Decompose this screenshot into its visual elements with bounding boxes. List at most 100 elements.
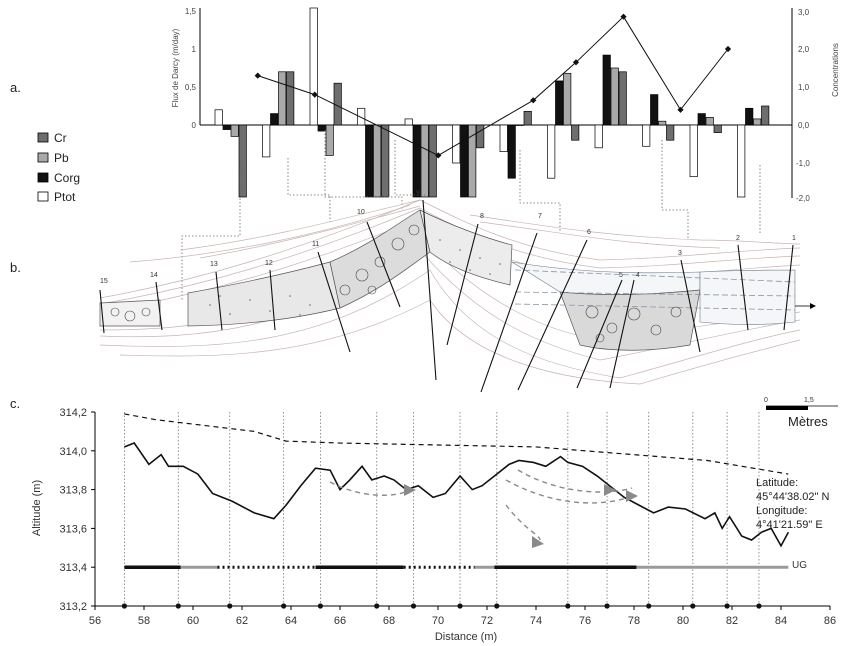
latitude-value: 45°44'38.02" N [756,491,829,503]
legend-swatch-cr [37,132,49,143]
panel-a-y2tick-m1: -1,0 [796,159,810,168]
bar-cr-group-5 [428,124,437,198]
bar-pb-group-9 [610,67,619,126]
bar-cr-group-1 [238,124,247,198]
section-number: 11 [312,241,319,248]
bar-pb-group-6 [468,124,477,198]
bar-pb-group-4 [373,124,382,198]
panel-a-ytick-0: 0 [192,121,197,130]
sample-point-12 [646,603,652,609]
y-tick-label: 314,0 [59,446,87,458]
bar-cr-group-10 [666,124,675,141]
x-tick-label: 74 [530,615,542,627]
sample-point-14 [724,603,730,609]
sample-point-11 [604,603,610,609]
section-number: 6 [587,229,591,236]
panel-a-ytick-0-5: 0,5 [185,83,197,92]
bar-pb-group-10 [658,120,667,126]
bar-cr-group-9 [618,71,627,126]
sample-point-7 [410,603,417,609]
panel-a-y2tick-1: 1,0 [798,83,810,92]
sample-point-8 [457,603,463,609]
latitude-label: Latitude: [756,477,798,489]
legend-label-cr: Cr [54,131,67,145]
bar-ptot-group-4 [357,107,366,126]
panel-c-xlabel: Distance (m) [435,631,497,643]
bar-pb-group-12 [753,118,762,126]
panel-a-y2tick-2: 2,0 [798,45,810,54]
panel-a-chart: 1,5 1 0,5 0 3,0 2,0 1,0 0,0 -1,0 -2,0 Fl… [171,7,840,203]
legend-swatch-ptot [37,191,49,202]
bar-corg-group-6 [460,124,469,198]
section-number: 9 [416,190,420,197]
x-tick-label: 78 [628,615,640,627]
sample-point-9 [494,603,500,609]
x-tick-label: 58 [138,615,150,627]
panel-label-c: c. [10,396,20,411]
bar-pb-group-5 [420,124,429,198]
bar-ptot-group-11 [689,124,698,178]
bar-ptot-group-3 [309,7,318,126]
cross-section: 15 14 13 12 11 10 9 8 7 6 5 4 3 2 1 [99,190,816,393]
bar-ptot-group-7 [499,124,508,152]
water-surface-line [124,413,789,475]
section-number: 4 [636,272,640,279]
sample-point-6 [374,603,380,609]
coordinates: Latitude: 45°44'38.02" N Longitude: 4°41… [756,477,829,531]
panel-a-y2label: Concentrations [831,43,840,97]
section-number: 15 [100,278,108,285]
longitude-value: 4°41'21.59" E [756,519,823,531]
sample-point-15 [756,603,762,609]
bar-ptot-group-12 [737,124,746,198]
x-tick-label: 80 [677,615,689,627]
bar-cr-group-6 [476,124,485,149]
panel-a-ytick-1-5: 1,5 [185,7,197,16]
section-number: 5 [619,272,623,279]
panel-c-chart: 314,2 314,0 313,8 313,6 313,4 313,2 56 58 60 62 6… [31,407,836,643]
bar-pb-group-1 [230,124,239,137]
section-number: 1 [792,235,796,242]
bar-corg-group-8 [555,80,564,126]
bar-cr-group-8 [571,124,580,141]
panel-a-bars [214,7,770,198]
bar-corg-group-12 [745,107,754,126]
y-tick-label: 314,2 [59,407,87,419]
bar-ptot-group-1 [214,109,223,126]
section-number: 7 [538,213,542,220]
scale-bar: 0 1,5 Mètres [764,397,838,429]
panel-c-ylabel: Altitude (m) [31,480,43,536]
darcy-flux-point-1 [254,72,261,79]
section-number: 14 [150,272,158,279]
legend-swatch-corg [37,172,49,183]
bar-corg-group-9 [602,54,611,126]
panel-label-a: a. [10,80,21,95]
longitude-label: Longitude: [756,505,807,517]
x-tick-label: 72 [481,615,493,627]
x-tick-label: 86 [824,615,836,627]
section-number: 12 [265,260,273,267]
scale-label: Mètres [788,414,828,429]
bar-ptot-group-2 [262,124,271,158]
y-tick-label: 313,8 [59,485,87,497]
bar-corg-group-7 [507,124,516,179]
bar-cr-group-2 [286,71,295,126]
panel-a-y2tick-m2: -2,0 [796,194,810,203]
legend-label-pb: Pb [54,151,69,165]
bar-corg-group-4 [365,124,374,198]
y-tick-label: 313,4 [59,562,87,574]
panel-a-ytick-1: 1 [192,45,197,54]
section-number: 8 [480,213,484,220]
scale-tick-1-5: 1,5 [804,397,814,404]
bar-pb-group-7 [515,124,524,126]
bar-ptot-group-5 [404,118,413,126]
bar-ptot-group-9 [594,124,603,149]
x-tick-label: 84 [775,615,787,627]
panel-label-b: b. [10,260,21,275]
section-number: 3 [678,250,682,257]
bar-cr-group-11 [713,124,722,133]
bar-ptot-group-6 [452,124,461,164]
legend: Cr Pb Corg Ptot [37,131,80,204]
sample-point-13 [690,603,696,609]
y-tick-label: 313,2 [59,601,87,613]
